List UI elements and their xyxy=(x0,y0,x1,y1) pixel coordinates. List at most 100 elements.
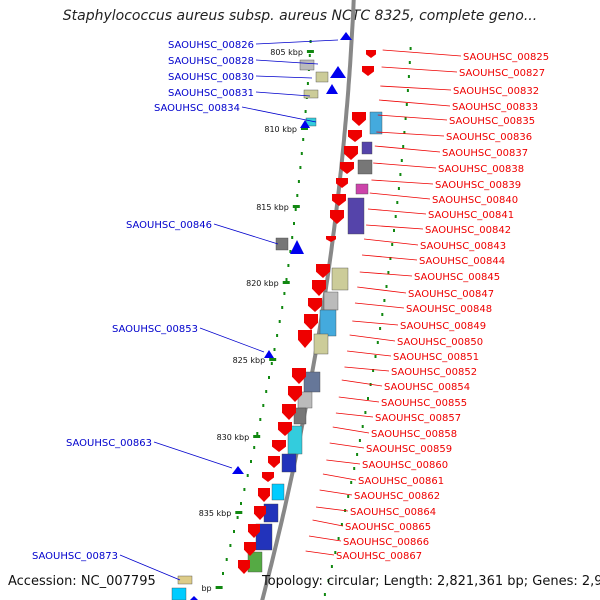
scale-tick xyxy=(396,201,399,204)
feature-block xyxy=(323,291,339,311)
gene-label[interactable]: SAOUHSC_00863 xyxy=(66,438,152,449)
gene-label[interactable]: SAOUHSC_00854 xyxy=(384,382,470,393)
plus-strand-gene-arrow[interactable] xyxy=(330,66,346,78)
minus-strand-gene-arrow[interactable] xyxy=(326,236,336,242)
gene-label[interactable]: SAOUHSC_00833 xyxy=(452,102,538,113)
gene-label[interactable]: SAOUHSC_00842 xyxy=(425,225,511,236)
scale-tick xyxy=(262,404,265,407)
minus-strand-gene-arrow[interactable] xyxy=(244,542,256,556)
minus-strand-gene-arrow[interactable] xyxy=(330,210,344,224)
plus-strand-gene-arrow[interactable] xyxy=(188,596,200,600)
minus-strand-gene-arrow[interactable] xyxy=(316,264,330,278)
scale-tick xyxy=(287,264,290,267)
minus-strand-gene-arrow[interactable] xyxy=(288,386,302,402)
gene-label[interactable]: SAOUHSC_00873 xyxy=(32,551,118,562)
minus-strand-gene-arrow[interactable] xyxy=(272,440,286,452)
feature-block xyxy=(299,59,315,71)
gene-label[interactable]: SAOUHSC_00836 xyxy=(446,132,532,143)
gene-label[interactable]: SAOUHSC_00847 xyxy=(408,289,494,300)
gene-label[interactable]: SAOUHSC_00837 xyxy=(442,148,528,159)
minus-strand-gene-arrow[interactable] xyxy=(298,330,312,348)
gene-label[interactable]: SAOUHSC_00865 xyxy=(345,522,431,533)
gene-label[interactable]: SAOUHSC_00825 xyxy=(463,52,549,63)
gene-label[interactable]: SAOUHSC_00861 xyxy=(358,476,444,487)
gene-label[interactable]: SAOUHSC_00862 xyxy=(354,491,440,502)
gene-label[interactable]: SAOUHSC_00826 xyxy=(168,40,254,51)
minus-strand-gene-arrow[interactable] xyxy=(340,162,354,174)
minus-strand-gene-arrow[interactable] xyxy=(308,298,322,312)
gene-label[interactable]: SAOUHSC_00835 xyxy=(449,116,535,127)
gene-label[interactable]: SAOUHSC_00830 xyxy=(168,72,254,83)
minus-strand-gene-arrow[interactable] xyxy=(312,280,326,296)
minus-strand-gene-arrow[interactable] xyxy=(268,456,280,468)
gene-label[interactable]: SAOUHSC_00846 xyxy=(126,220,212,231)
gene-label[interactable]: SAOUHSC_00867 xyxy=(336,551,422,562)
minus-strand-gene-arrow[interactable] xyxy=(352,112,366,126)
gene-label[interactable]: SAOUHSC_00848 xyxy=(406,304,492,315)
gene-label[interactable]: SAOUHSC_00849 xyxy=(400,321,486,332)
gene-label[interactable]: SAOUHSC_00843 xyxy=(420,241,506,252)
scale-tick xyxy=(268,376,270,379)
gene-label[interactable]: SAOUHSC_00855 xyxy=(381,398,467,409)
minus-strand-gene-arrow[interactable] xyxy=(258,488,270,502)
minus-strand-gene-arrow[interactable] xyxy=(238,560,250,574)
plus-strand-gene-arrow[interactable] xyxy=(232,466,244,474)
gene-leader-line xyxy=(374,145,441,153)
gene-label[interactable]: SAOUHSC_00840 xyxy=(432,195,518,206)
scale-tick xyxy=(409,47,412,50)
gene-label[interactable]: SAOUHSC_00857 xyxy=(375,413,461,424)
plus-strand-gene-arrow[interactable] xyxy=(300,120,310,128)
scale-tick xyxy=(358,439,361,442)
scale-tick xyxy=(383,299,386,302)
scale-tick xyxy=(296,194,299,197)
minus-strand-gene-arrow[interactable] xyxy=(332,194,346,206)
gene-label[interactable]: SAOUHSC_00844 xyxy=(419,256,505,267)
minus-strand-gene-arrow[interactable] xyxy=(304,314,318,330)
minus-strand-gene-arrow[interactable] xyxy=(262,472,274,482)
gene-leader-line xyxy=(378,99,451,107)
gene-leader-line xyxy=(329,442,365,449)
gene-label[interactable]: SAOUHSC_00853 xyxy=(112,324,198,335)
scale-tick xyxy=(381,313,384,316)
plus-strand-gene-arrow[interactable] xyxy=(264,350,274,358)
gene-label[interactable]: SAOUHSC_00852 xyxy=(391,367,477,378)
feature-block xyxy=(281,453,297,473)
gene-leader-line xyxy=(377,114,448,121)
gene-leader-line xyxy=(361,254,418,261)
minus-strand-gene-arrow[interactable] xyxy=(282,404,296,420)
gene-label[interactable]: SAOUHSC_00841 xyxy=(428,210,514,221)
accession-text: Accession: NC_007795 xyxy=(8,574,156,589)
minus-strand-gene-arrow[interactable] xyxy=(254,506,266,520)
gene-label[interactable]: SAOUHSC_00827 xyxy=(459,68,545,79)
minus-strand-gene-arrow[interactable] xyxy=(344,146,358,160)
minus-strand-gene-arrow[interactable] xyxy=(362,66,374,76)
minus-strand-gene-arrow[interactable] xyxy=(278,422,292,436)
gene-label[interactable]: SAOUHSC_00828 xyxy=(168,56,254,67)
minus-strand-gene-arrow[interactable] xyxy=(366,50,376,58)
feature-block xyxy=(355,183,369,195)
minus-strand-gene-arrow[interactable] xyxy=(348,130,362,142)
minus-strand-gene-arrow[interactable] xyxy=(292,368,306,384)
scale-tick xyxy=(399,173,402,176)
gene-leader-line xyxy=(382,49,462,57)
scale-tick xyxy=(308,54,311,57)
gene-label[interactable]: SAOUHSC_00839 xyxy=(435,180,521,191)
plus-strand-gene-arrow[interactable] xyxy=(340,32,352,40)
gene-label[interactable]: SAOUHSC_00858 xyxy=(371,429,457,440)
gene-label[interactable]: SAOUHSC_00845 xyxy=(414,272,500,283)
gene-label[interactable]: SAOUHSC_00866 xyxy=(343,537,429,548)
scale-label: bp xyxy=(201,584,211,593)
gene-label[interactable]: SAOUHSC_00838 xyxy=(438,164,524,175)
gene-label[interactable]: SAOUHSC_00834 xyxy=(154,103,240,114)
gene-label[interactable]: SAOUHSC_00864 xyxy=(350,507,436,518)
gene-label[interactable]: SAOUHSC_00831 xyxy=(168,88,254,99)
plus-strand-gene-arrow[interactable] xyxy=(290,240,304,254)
minus-strand-gene-arrow[interactable] xyxy=(248,524,260,538)
minus-strand-gene-arrow[interactable] xyxy=(336,178,348,188)
gene-label[interactable]: SAOUHSC_00832 xyxy=(453,86,539,97)
gene-label[interactable]: SAOUHSC_00851 xyxy=(393,352,479,363)
gene-label[interactable]: SAOUHSC_00850 xyxy=(397,337,483,348)
gene-label[interactable]: SAOUHSC_00860 xyxy=(362,460,448,471)
plus-strand-gene-arrow[interactable] xyxy=(326,84,338,94)
gene-label[interactable]: SAOUHSC_00859 xyxy=(366,444,452,455)
